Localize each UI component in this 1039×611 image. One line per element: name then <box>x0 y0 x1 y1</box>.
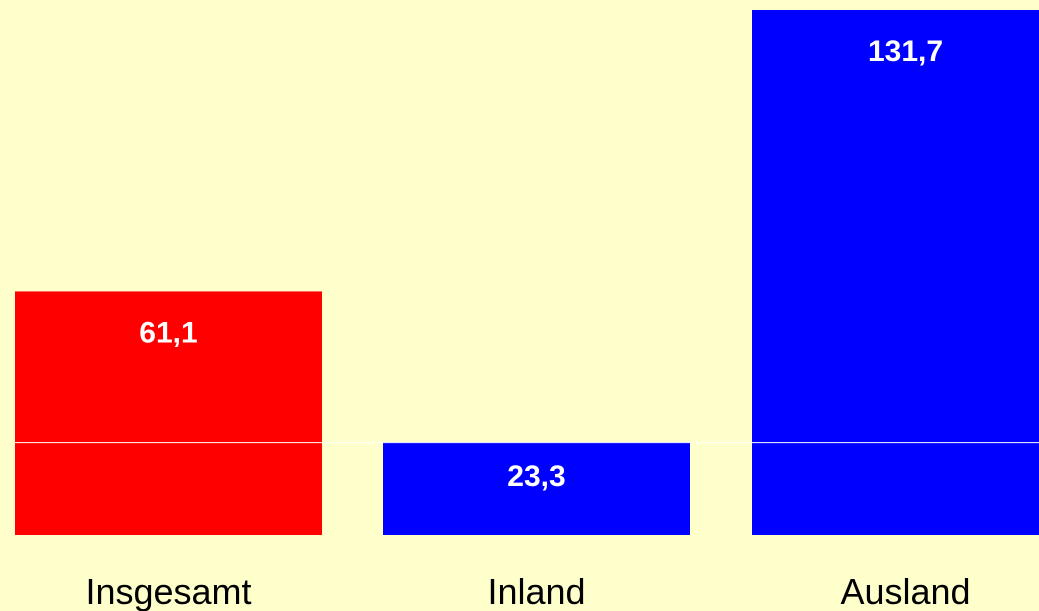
value-labels-group: 61,1 23,3 131,7 <box>139 35 943 493</box>
bar-ausland <box>752 10 1039 535</box>
category-label-insgesamt: Insgesamt <box>85 571 251 611</box>
value-label-insgesamt: 61,1 <box>139 316 197 349</box>
category-label-ausland: Ausland <box>840 571 970 611</box>
category-label-inland: Inland <box>487 571 585 611</box>
value-label-inland: 23,3 <box>507 460 565 493</box>
bar-insgesamt <box>15 291 322 535</box>
bars-group <box>15 10 1039 535</box>
category-labels-group: Insgesamt Inland Ausland <box>85 571 970 611</box>
bar-inland <box>383 442 690 535</box>
value-label-ausland: 131,7 <box>868 35 943 68</box>
